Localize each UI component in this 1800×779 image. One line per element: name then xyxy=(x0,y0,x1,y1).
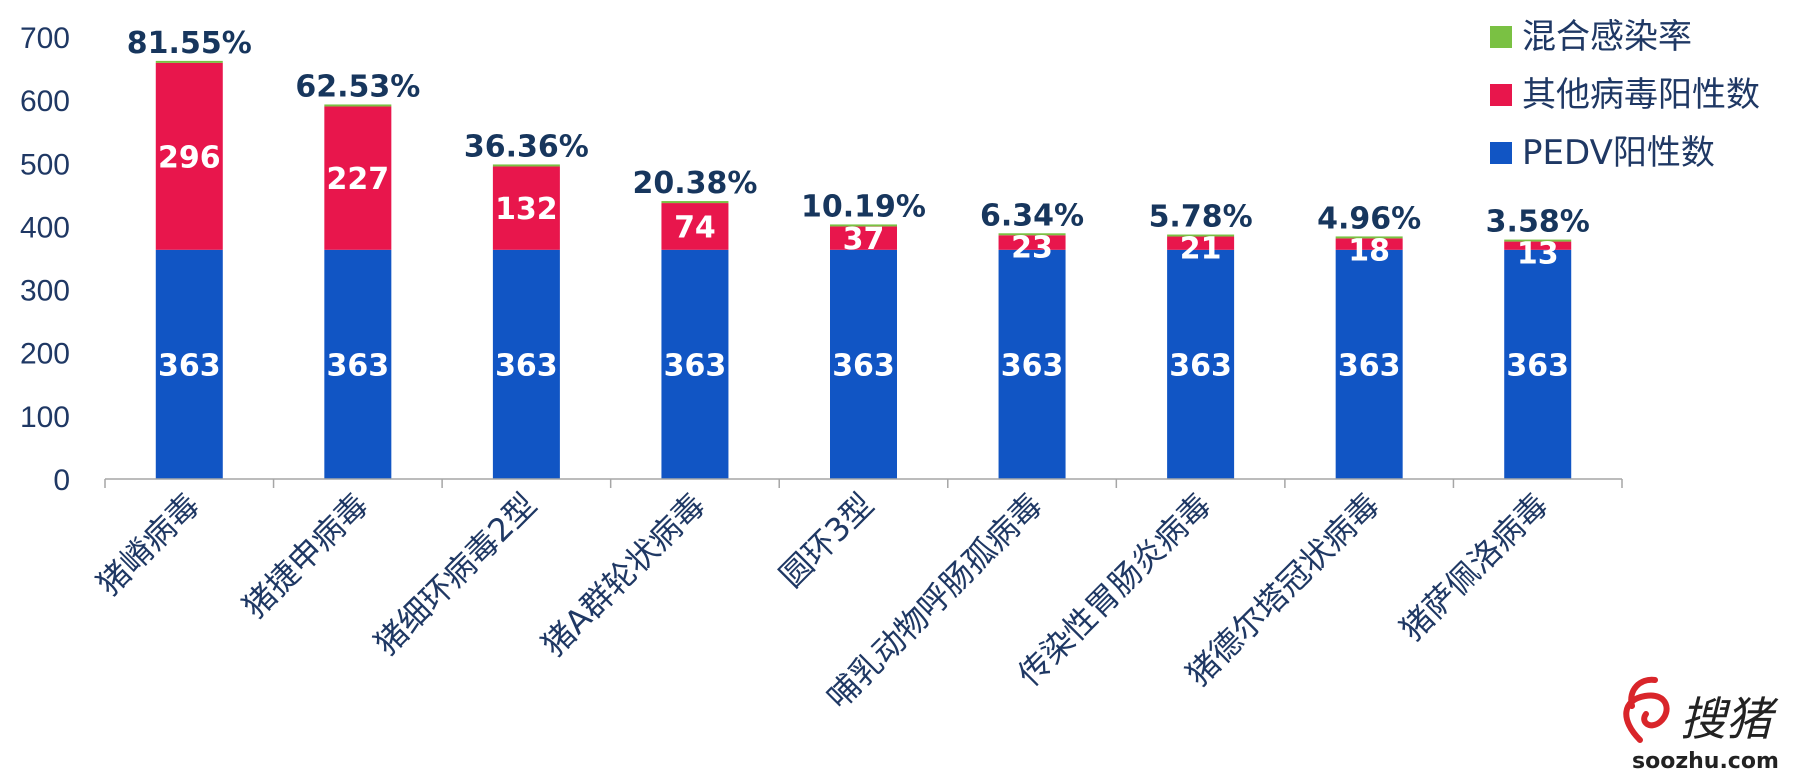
bar-pedv xyxy=(324,249,392,479)
value-label-other-virus: 227 xyxy=(327,162,390,197)
bar-other-virus xyxy=(155,62,223,250)
bar-mixed-rate-cap xyxy=(155,60,223,63)
y-tick-label: 500 xyxy=(20,148,70,181)
bar-mixed-rate-cap xyxy=(324,104,392,107)
percent-label: 5.78% xyxy=(1149,200,1253,235)
value-label-other-virus: 13 xyxy=(1517,237,1559,272)
y-tick-label: 0 xyxy=(53,464,70,497)
percent-label: 10.19% xyxy=(801,189,926,224)
value-label-other-virus: 21 xyxy=(1180,232,1222,267)
legend-label: 其他病毒阳性数 xyxy=(1522,75,1760,115)
watermark-url: soozhu.com xyxy=(1632,749,1779,774)
value-label-other-virus: 23 xyxy=(1011,230,1053,265)
y-tick-label: 600 xyxy=(20,85,70,118)
y-tick-label: 300 xyxy=(20,275,70,308)
category-label: 圆环3型 xyxy=(772,486,881,595)
legend-swatch xyxy=(1490,26,1512,48)
bar-pedv xyxy=(830,249,897,479)
value-label-pedv: 363 xyxy=(1506,348,1569,383)
category-label: 猪A群轮状病毒 xyxy=(534,486,712,664)
legend-label: PEDV阳性数 xyxy=(1522,133,1715,173)
bar-pedv xyxy=(492,249,560,479)
value-label-pedv: 363 xyxy=(832,348,895,383)
bar-pedv xyxy=(998,249,1066,479)
value-label-pedv: 363 xyxy=(664,348,727,383)
soozhu-logo-icon xyxy=(1623,676,1670,743)
percent-label: 36.36% xyxy=(464,129,589,164)
percent-label: 3.58% xyxy=(1486,205,1590,240)
bar-other-virus xyxy=(830,226,897,250)
bar-other-virus xyxy=(661,203,729,250)
bar-mixed-rate-cap xyxy=(830,224,897,227)
legend-swatch xyxy=(1490,142,1512,164)
value-label-pedv: 363 xyxy=(495,348,558,383)
y-tick-label: 700 xyxy=(20,22,70,55)
percent-label: 62.53% xyxy=(295,69,420,104)
percent-label: 6.34% xyxy=(980,198,1084,233)
category-label: 猪嵴病毒 xyxy=(90,486,207,603)
bar-mixed-rate-cap xyxy=(1504,239,1572,242)
bar-mixed-rate-cap xyxy=(661,201,729,204)
y-tick-label: 400 xyxy=(20,211,70,244)
percent-label: 20.38% xyxy=(632,166,757,201)
bar-pedv xyxy=(155,249,223,479)
bar-other-virus xyxy=(1335,238,1403,250)
bar-pedv xyxy=(1504,249,1572,479)
percent-label: 81.55% xyxy=(127,26,252,61)
y-tick-label: 200 xyxy=(20,338,70,371)
bar-other-virus xyxy=(492,166,560,250)
watermark: 搜猪 soozhu.com xyxy=(1623,676,1779,774)
value-label-pedv: 363 xyxy=(158,348,221,383)
value-label-pedv: 363 xyxy=(1169,348,1232,383)
bars: 363 296 81.55% 363 227 62.53% 363 132 36.36% 363 7… xyxy=(127,26,1590,479)
bar-other-virus xyxy=(324,106,392,250)
value-label-pedv: 363 xyxy=(1001,348,1064,383)
bar-pedv xyxy=(1167,249,1235,479)
bar-mixed-rate-cap xyxy=(492,164,560,167)
value-label-other-virus: 37 xyxy=(843,222,885,257)
value-label-other-virus: 18 xyxy=(1348,233,1390,268)
legend-label: 混合感染率 xyxy=(1522,17,1692,57)
percent-label: 4.96% xyxy=(1317,201,1421,236)
bar-pedv xyxy=(1335,249,1403,479)
value-label-other-virus: 132 xyxy=(495,192,558,227)
value-label-other-virus: 296 xyxy=(158,140,221,175)
bar-other-virus xyxy=(1167,236,1235,250)
bar-other-virus xyxy=(1504,241,1572,250)
category-label: 猪细环病毒2型 xyxy=(367,486,544,663)
value-label-pedv: 363 xyxy=(1338,348,1401,383)
watermark-brand: 搜猪 xyxy=(1680,692,1779,746)
category-label: 猪捷申病毒 xyxy=(235,486,375,626)
bar-mixed-rate-cap xyxy=(998,233,1066,236)
value-label-pedv: 363 xyxy=(327,348,390,383)
category-label: 猪萨佩洛病毒 xyxy=(1393,486,1556,649)
y-tick-label: 100 xyxy=(20,401,70,434)
bar-mixed-rate-cap xyxy=(1167,234,1235,237)
bar-pedv xyxy=(661,249,729,479)
bar-other-virus xyxy=(998,235,1066,250)
bar-mixed-rate-cap xyxy=(1335,236,1403,239)
value-label-other-virus: 74 xyxy=(674,210,716,245)
y-axis: 0 100 200 300 400 500 600 700 xyxy=(20,22,70,497)
legend-swatch xyxy=(1490,84,1512,106)
